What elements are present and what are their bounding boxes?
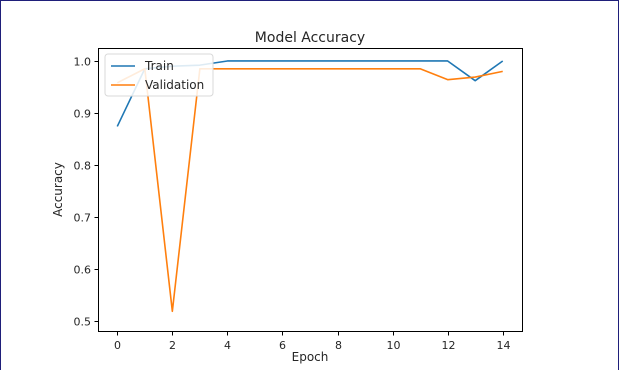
x-tick-label: 12 bbox=[442, 339, 456, 352]
series-line-validation bbox=[116, 67, 503, 313]
y-tick-label: 0.9 bbox=[74, 108, 92, 121]
x-tick-label: 10 bbox=[387, 339, 401, 352]
plot-lines bbox=[116, 60, 504, 313]
y-tick-label: 0.5 bbox=[74, 316, 92, 329]
legend-label-train: Train bbox=[144, 59, 174, 73]
x-axis-title: Epoch bbox=[292, 350, 329, 364]
y-tick-label: 1.0 bbox=[74, 56, 92, 69]
y-tick-label: 0.7 bbox=[74, 212, 92, 225]
y-axis: 0.5 0.6 0.7 0.8 0.9 1.0 bbox=[74, 56, 99, 329]
plot-frame bbox=[98, 48, 523, 332]
x-tick-label: 6 bbox=[279, 339, 286, 352]
x-axis: 0 2 4 6 8 10 12 14 bbox=[114, 331, 511, 352]
legend-label-validation: Validation bbox=[145, 78, 204, 92]
legend: Train Validation bbox=[104, 53, 214, 97]
chart-title: Model Accuracy bbox=[255, 30, 365, 46]
x-tick-label: 14 bbox=[497, 339, 511, 352]
y-tick-label: 0.8 bbox=[74, 160, 92, 173]
x-tick-label: 2 bbox=[169, 339, 176, 352]
x-tick-label: 0 bbox=[114, 339, 121, 352]
y-axis-title: Accuracy bbox=[51, 162, 65, 217]
x-tick-label: 8 bbox=[335, 339, 342, 352]
x-tick-label: 4 bbox=[224, 339, 231, 352]
y-tick-label: 0.6 bbox=[74, 264, 92, 277]
